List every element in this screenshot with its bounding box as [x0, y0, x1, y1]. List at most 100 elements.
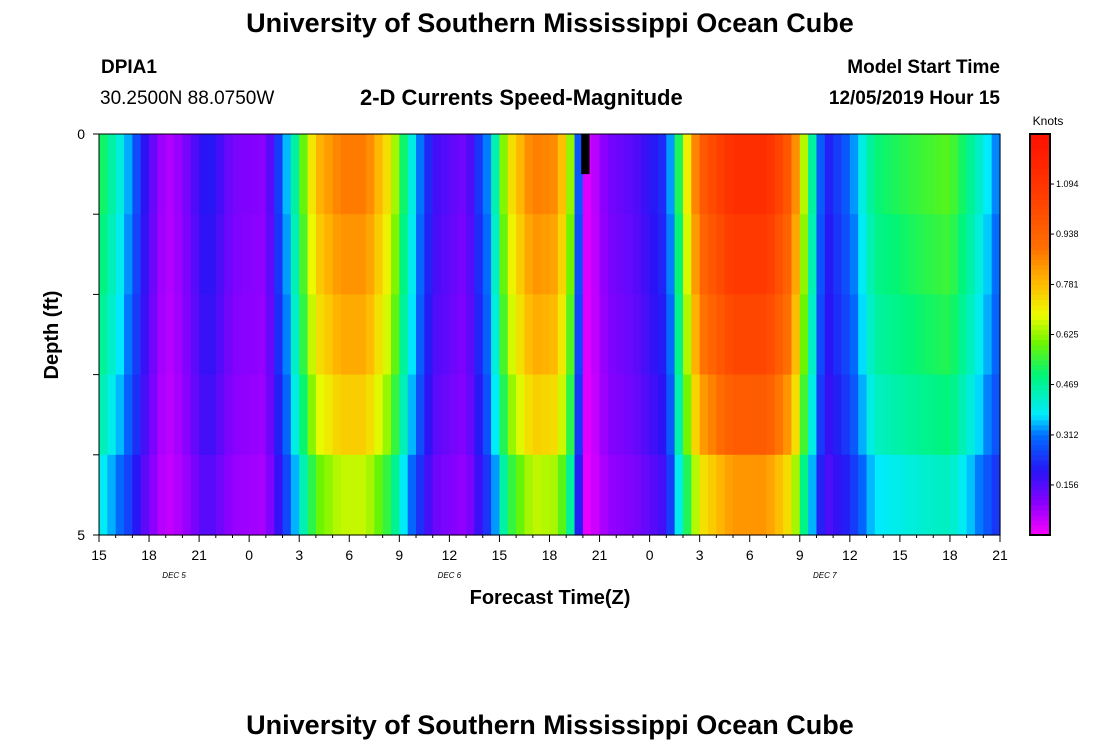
heatmap-cell	[641, 294, 651, 376]
heatmap-cell	[432, 454, 442, 536]
heatmap-cell	[190, 454, 200, 536]
heatmap-cell	[657, 134, 667, 215]
heatmap-cell	[174, 294, 184, 376]
heatmap-cell	[791, 374, 801, 456]
heatmap-cell	[791, 454, 801, 536]
heatmap-cell	[315, 134, 325, 215]
heatmap-cell	[883, 214, 893, 295]
heatmap-cell	[132, 374, 142, 456]
heatmap-cell	[682, 454, 692, 536]
heatmap-cell	[224, 454, 234, 536]
heatmap-cell	[207, 214, 217, 295]
heatmap-cell	[824, 294, 834, 376]
heatmap-cell	[507, 134, 517, 215]
heatmap-cell	[332, 374, 342, 456]
colorbar-tick-label: 1.094	[1056, 179, 1079, 189]
heatmap-cell	[933, 134, 943, 215]
heatmap-cell	[666, 214, 676, 295]
heatmap-cell	[232, 214, 242, 295]
heatmap-cell	[724, 214, 734, 295]
heatmap-cell	[607, 374, 617, 456]
heatmap-cell	[908, 294, 918, 376]
heatmap-cell	[883, 134, 893, 215]
heatmap-cell	[541, 214, 551, 295]
heatmap-cell	[733, 134, 742, 215]
heatmap-cell	[616, 374, 626, 456]
heatmap-cell	[424, 134, 434, 215]
heatmap-cell	[632, 454, 642, 536]
heatmap-cell	[407, 294, 417, 376]
heatmap-cell	[324, 454, 334, 536]
heatmap-cell	[315, 454, 325, 536]
heatmap-cell	[791, 214, 801, 295]
heatmap-cell	[516, 134, 526, 215]
heatmap-cell	[124, 454, 133, 536]
heatmap-cell	[566, 214, 576, 295]
heatmap-cell	[157, 294, 167, 376]
heatmap-cell	[466, 294, 476, 376]
colorbar-segment	[1030, 364, 1050, 371]
heatmap-cell	[708, 454, 717, 536]
colorbar-segment	[1030, 309, 1050, 316]
colorbar-segment	[1030, 144, 1050, 150]
heatmap-cell	[591, 374, 601, 456]
heatmap-cell	[799, 214, 809, 295]
heatmap-cell	[591, 454, 601, 536]
heatmap-cell	[224, 294, 234, 376]
heatmap-cell	[190, 294, 200, 376]
colorbar-segment	[1030, 469, 1050, 476]
heatmap-cell	[549, 454, 559, 536]
heatmap-cell	[282, 374, 292, 456]
heatmap-cell	[566, 134, 576, 215]
heatmap-cell	[682, 374, 692, 456]
heatmap-cell	[224, 134, 234, 215]
heatmap-cell	[449, 214, 459, 295]
heatmap-cell	[416, 294, 425, 376]
heatmap-cell	[357, 134, 367, 215]
heatmap-cell	[507, 454, 517, 536]
heatmap-cell	[733, 294, 742, 376]
heatmap-cell	[766, 134, 776, 215]
heatmap-cell	[182, 374, 192, 456]
heatmap-cell	[808, 214, 818, 295]
heatmap-cell	[249, 294, 259, 376]
heatmap-cell	[232, 134, 242, 215]
heatmap-cell	[958, 134, 968, 215]
heatmap-cell	[140, 134, 150, 215]
heatmap-cell	[941, 294, 951, 376]
heatmap-cell	[157, 374, 167, 456]
heatmap-cell	[974, 374, 984, 456]
colorbar-segment	[1030, 259, 1050, 265]
heatmap-cell	[874, 374, 884, 456]
heatmap-cell	[966, 374, 976, 456]
heatmap-cell	[582, 454, 592, 536]
heatmap-cell	[616, 214, 626, 295]
colorbar-segment	[1030, 514, 1050, 521]
heatmap-cell	[374, 214, 384, 295]
heatmap-cell	[449, 134, 459, 215]
heatmap-cell	[666, 134, 676, 215]
heatmap-cell	[566, 294, 576, 376]
x-tick-label: 9	[796, 547, 804, 563]
heatmap-cell	[532, 214, 542, 295]
heatmap-cell	[416, 374, 425, 456]
heatmap-cell	[482, 294, 492, 376]
heatmap-cell	[816, 454, 826, 536]
heatmap-cell	[691, 294, 701, 376]
heatmap-cell	[908, 374, 918, 456]
heatmap-cell	[758, 294, 767, 376]
heatmap-cell	[541, 294, 551, 376]
heatmap-cell	[115, 454, 125, 536]
heatmap-cell	[908, 214, 918, 295]
colorbar-tick-label: 0.781	[1056, 279, 1079, 289]
heatmap-cell	[766, 214, 776, 295]
heatmap-cell	[340, 374, 350, 456]
heatmap-cell	[107, 294, 117, 376]
heatmap-cell	[157, 454, 167, 536]
heatmap-cell	[858, 374, 868, 456]
heatmap-cell	[149, 134, 158, 215]
heatmap-cell	[991, 374, 1001, 456]
heatmap-cell	[991, 214, 1001, 295]
colorbar-segment	[1030, 324, 1050, 331]
heatmap-cell	[657, 454, 667, 536]
